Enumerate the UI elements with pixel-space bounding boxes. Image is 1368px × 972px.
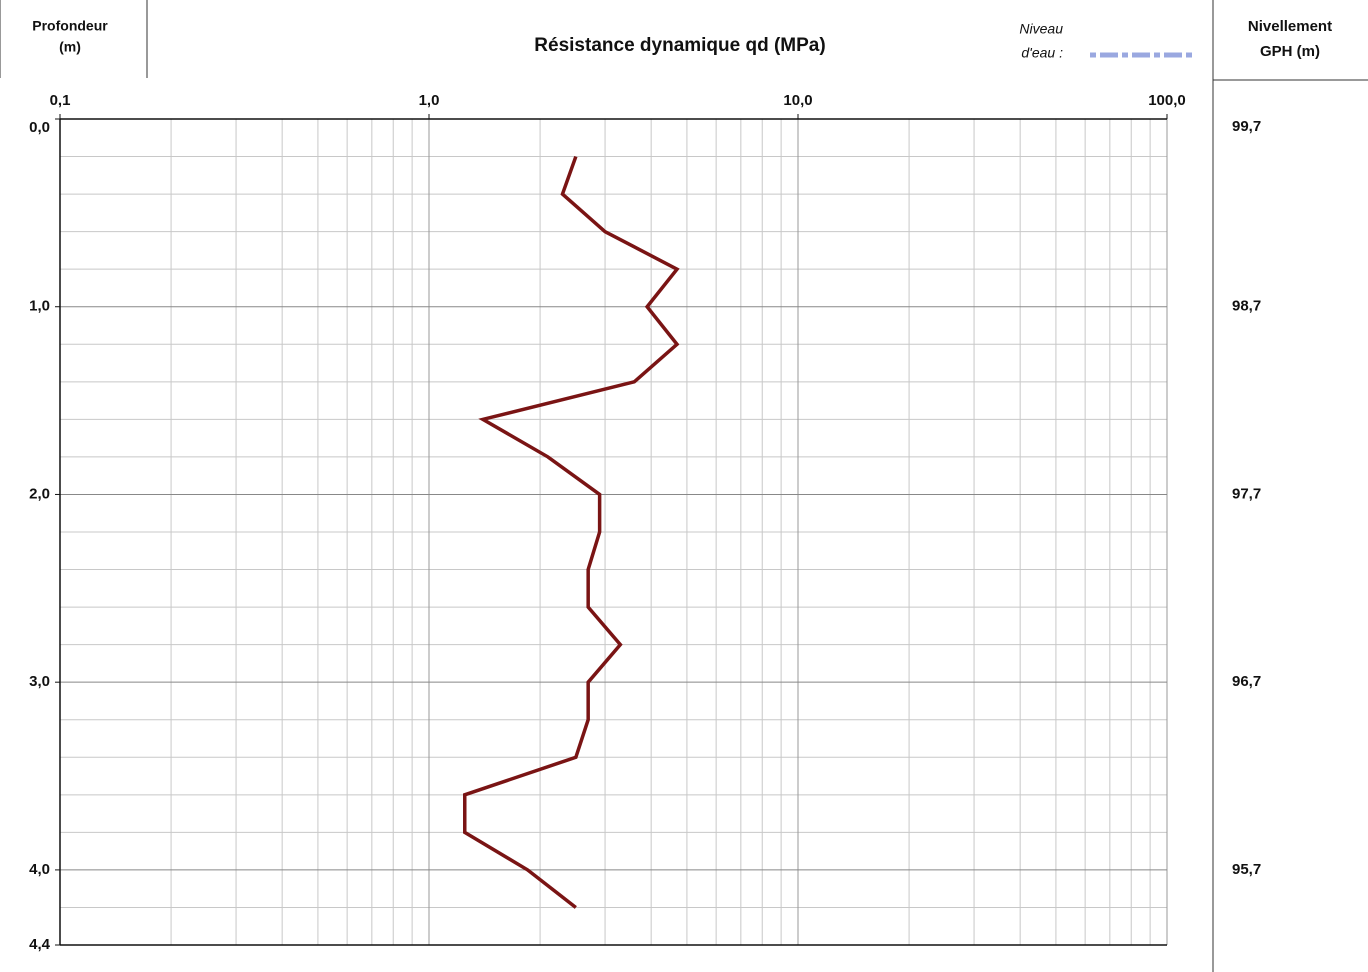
y-axis-label: (m) [59,39,81,55]
legend-label: d'eau : [1021,45,1063,61]
x-tick-label: 10,0 [783,92,812,109]
y-tick-label: 4,4 [29,936,51,953]
y-axis-label: Profondeur [32,18,108,34]
chart-title: Résistance dynamique qd (MPa) [534,35,825,56]
y2-axis-label: Nivellement [1248,18,1332,35]
data-line [463,155,680,909]
y-tick-label: 3,0 [29,673,50,690]
y2-tick-label: 95,7 [1232,861,1261,878]
y-tick-label: 4,0 [29,861,50,878]
y2-tick-label: 97,7 [1232,485,1261,502]
y-tick-label: 2,0 [29,485,50,502]
legend-label: Niveau [1019,21,1063,37]
x-tick-label: 1,0 [419,92,440,109]
x-tick-label: 0,1 [50,92,71,109]
y-tick-label: 1,0 [29,298,50,315]
y2-axis-label: GPH (m) [1260,43,1320,60]
y2-tick-label: 99,7 [1232,118,1261,135]
y-tick-label: 0,0 [29,119,50,136]
y2-tick-label: 96,7 [1232,673,1261,690]
y2-tick-label: 98,7 [1232,298,1261,315]
x-tick-label: 100,0 [1148,92,1186,109]
